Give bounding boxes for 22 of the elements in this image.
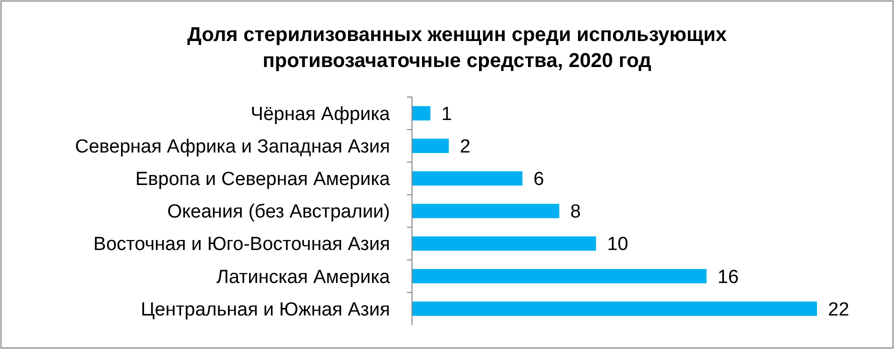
data-label: 2 (460, 136, 470, 158)
bar (412, 302, 817, 316)
data-label: 8 (570, 202, 581, 223)
y-tick-label: Центральная и Южная Азия (140, 299, 390, 320)
data-label: 6 (533, 169, 544, 190)
bar (412, 171, 522, 186)
y-tick-label: Северная Африка и Западная Азия (75, 136, 390, 158)
y-tick-label: Чёрная Африка (250, 104, 390, 125)
y-tick-label: Латинская Америка (216, 266, 390, 288)
bar (412, 268, 707, 284)
data-label: 1 (441, 104, 452, 125)
bar (412, 106, 430, 120)
y-tick-label: Восточная и Юго-Восточная Азия (93, 234, 390, 256)
bar (412, 138, 449, 154)
data-label: 22 (828, 299, 850, 320)
bar (412, 204, 560, 218)
bar (412, 236, 596, 251)
y-tick-label: Европа и Северная Америка (135, 169, 390, 190)
data-label: 16 (718, 266, 739, 288)
y-tick-label: Океания (без Австралии) (167, 202, 390, 223)
chart-title: Доля стерилизованных женщин среди использующих противозачаточные средства, 2020 год (187, 24, 727, 72)
data-label: 10 (607, 234, 628, 256)
